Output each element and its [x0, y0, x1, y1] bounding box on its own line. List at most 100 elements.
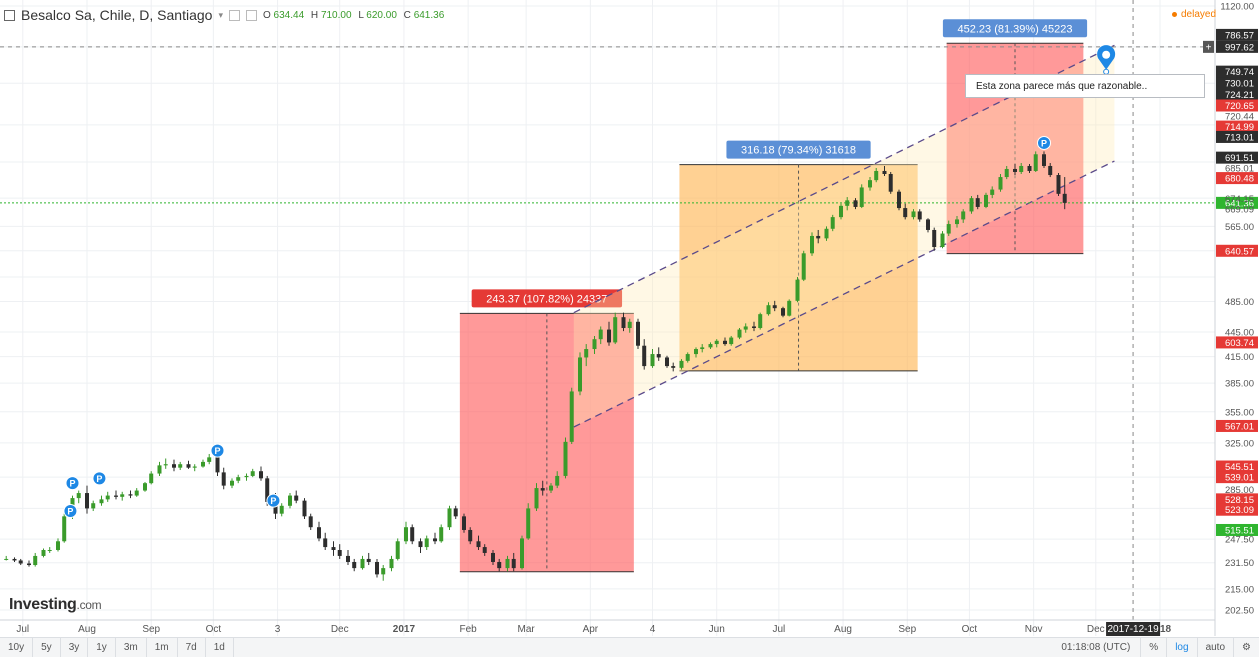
log-toggle[interactable]: log [1166, 638, 1196, 657]
candle-body [882, 170, 887, 175]
candle-body [47, 550, 52, 552]
candle-body [511, 558, 516, 569]
event-marker-circle [210, 443, 225, 458]
gear-icon[interactable]: ⚙ [1233, 638, 1259, 657]
candle-body [143, 483, 147, 491]
price-tick-label: 515.51 [1225, 525, 1254, 536]
price-tick-label: 786.57 [1225, 30, 1254, 41]
candle-body [810, 235, 814, 254]
candle-body [569, 391, 574, 442]
collapse-icon[interactable] [4, 9, 15, 21]
candle-body [998, 177, 1003, 190]
candle-body [853, 200, 858, 207]
channel-fill [573, 45, 1115, 427]
timeframe-5y[interactable]: 5y [33, 638, 61, 657]
price-tick-label: 545.51 [1225, 462, 1254, 473]
price-tick-label: 749.74 [1225, 67, 1254, 78]
candle-body [1004, 168, 1009, 178]
price-tick-label: 669.09 [1225, 205, 1254, 216]
time-tick-label: Jul [772, 624, 785, 635]
high-value: 710.00 [320, 9, 352, 21]
chevron-down-icon[interactable]: ▾ [218, 9, 223, 20]
candle-body [476, 541, 481, 548]
price-tick-label: 247.50 [1225, 535, 1254, 546]
timeframe-1d[interactable]: 1d [206, 638, 234, 657]
timeframe-1y[interactable]: 1y [88, 638, 116, 657]
timeframe-7d[interactable]: 7d [178, 638, 206, 657]
candle-body [259, 471, 263, 479]
candle-body [114, 495, 118, 497]
close-value: 641.36 [413, 9, 445, 21]
price-tag-bg [1216, 460, 1258, 473]
candle-body [172, 464, 176, 468]
close-key: C [403, 9, 411, 21]
close-icon[interactable] [245, 9, 257, 21]
timeframe-3y[interactable]: 3y [61, 638, 89, 657]
time-axis: Jul Aug Sep Oct 3 Dec 2017 Feb Mar Apr 4 Jun Jul Aug S… [0, 619, 1215, 636]
measure-label-bg [726, 140, 871, 159]
candle-body [186, 464, 191, 468]
candle-body [410, 527, 415, 542]
auto-toggle[interactable]: auto [1196, 638, 1233, 657]
trend-channel [573, 44, 1115, 428]
candle-body [1062, 193, 1067, 203]
price-tag-bg [1216, 28, 1258, 41]
brand-name: Investing [9, 596, 77, 613]
candle-body [346, 555, 350, 562]
timeframe-1m[interactable]: 1m [147, 638, 178, 657]
candle-body [752, 326, 756, 329]
candle-body [723, 340, 727, 345]
price-tag-bg [1216, 99, 1258, 112]
event-marker: P [266, 493, 281, 508]
crosshair-date-bg [1106, 622, 1161, 636]
candle-body [27, 563, 31, 566]
time-tick-label: Jun [709, 624, 725, 635]
candle-body [221, 472, 226, 486]
candle-body [279, 505, 284, 514]
time-tick-label: Mar [518, 624, 536, 635]
candle-body [418, 541, 423, 548]
brand-domain: .com [76, 598, 102, 612]
candle-body [1048, 165, 1053, 176]
candle-body [230, 480, 234, 486]
event-marker-label: P [69, 479, 75, 489]
settings-icon[interactable] [228, 9, 240, 21]
price-tick-label: 485.00 [1225, 297, 1254, 308]
candle-body [868, 180, 872, 188]
measure-label: 452.23 (81.39%) 45223 [958, 23, 1073, 35]
candle-body [613, 317, 618, 343]
symbol-title[interactable]: Besalco Sa, Chile, D, Santiago [21, 7, 213, 23]
candle-body [105, 495, 110, 500]
candle-body [940, 233, 945, 248]
timeframe-10y[interactable]: 10y [0, 638, 34, 657]
crosshair-date-label: 2017-12-19 [1107, 624, 1159, 635]
time-tick-label: Nov [1025, 624, 1043, 635]
timeframe-3m[interactable]: 3m [116, 638, 147, 657]
annotation-callout[interactable]: Esta zona parece más que razonable.. [965, 74, 1205, 98]
measure-label: 243.37 (107.82%) 24337 [486, 293, 607, 305]
candle-body [265, 478, 270, 502]
price-tag-bg [1216, 65, 1258, 78]
annotation-text: Esta zona parece más que razonable.. [976, 81, 1148, 92]
candle-body [1033, 154, 1038, 171]
candle-body [337, 550, 342, 556]
candle-body [656, 354, 661, 358]
candle-body [714, 340, 719, 345]
price-tick-label: 674.15 [1225, 194, 1254, 205]
candle-body [244, 475, 249, 478]
candle-body [62, 516, 67, 542]
candle-body [207, 457, 212, 462]
price-tag-bg [1216, 493, 1258, 506]
candle-body [76, 493, 81, 499]
candle-body [975, 198, 980, 207]
candle-body [888, 174, 893, 192]
time-tick-label: 4 [650, 624, 656, 635]
time-tick-label: Sep [898, 624, 916, 635]
candle-body [540, 488, 545, 491]
percent-toggle[interactable]: % [1140, 638, 1166, 657]
channel-lower-line [573, 160, 1115, 428]
candle-body [1056, 175, 1061, 194]
brand-logo: Investing.com [9, 596, 102, 614]
